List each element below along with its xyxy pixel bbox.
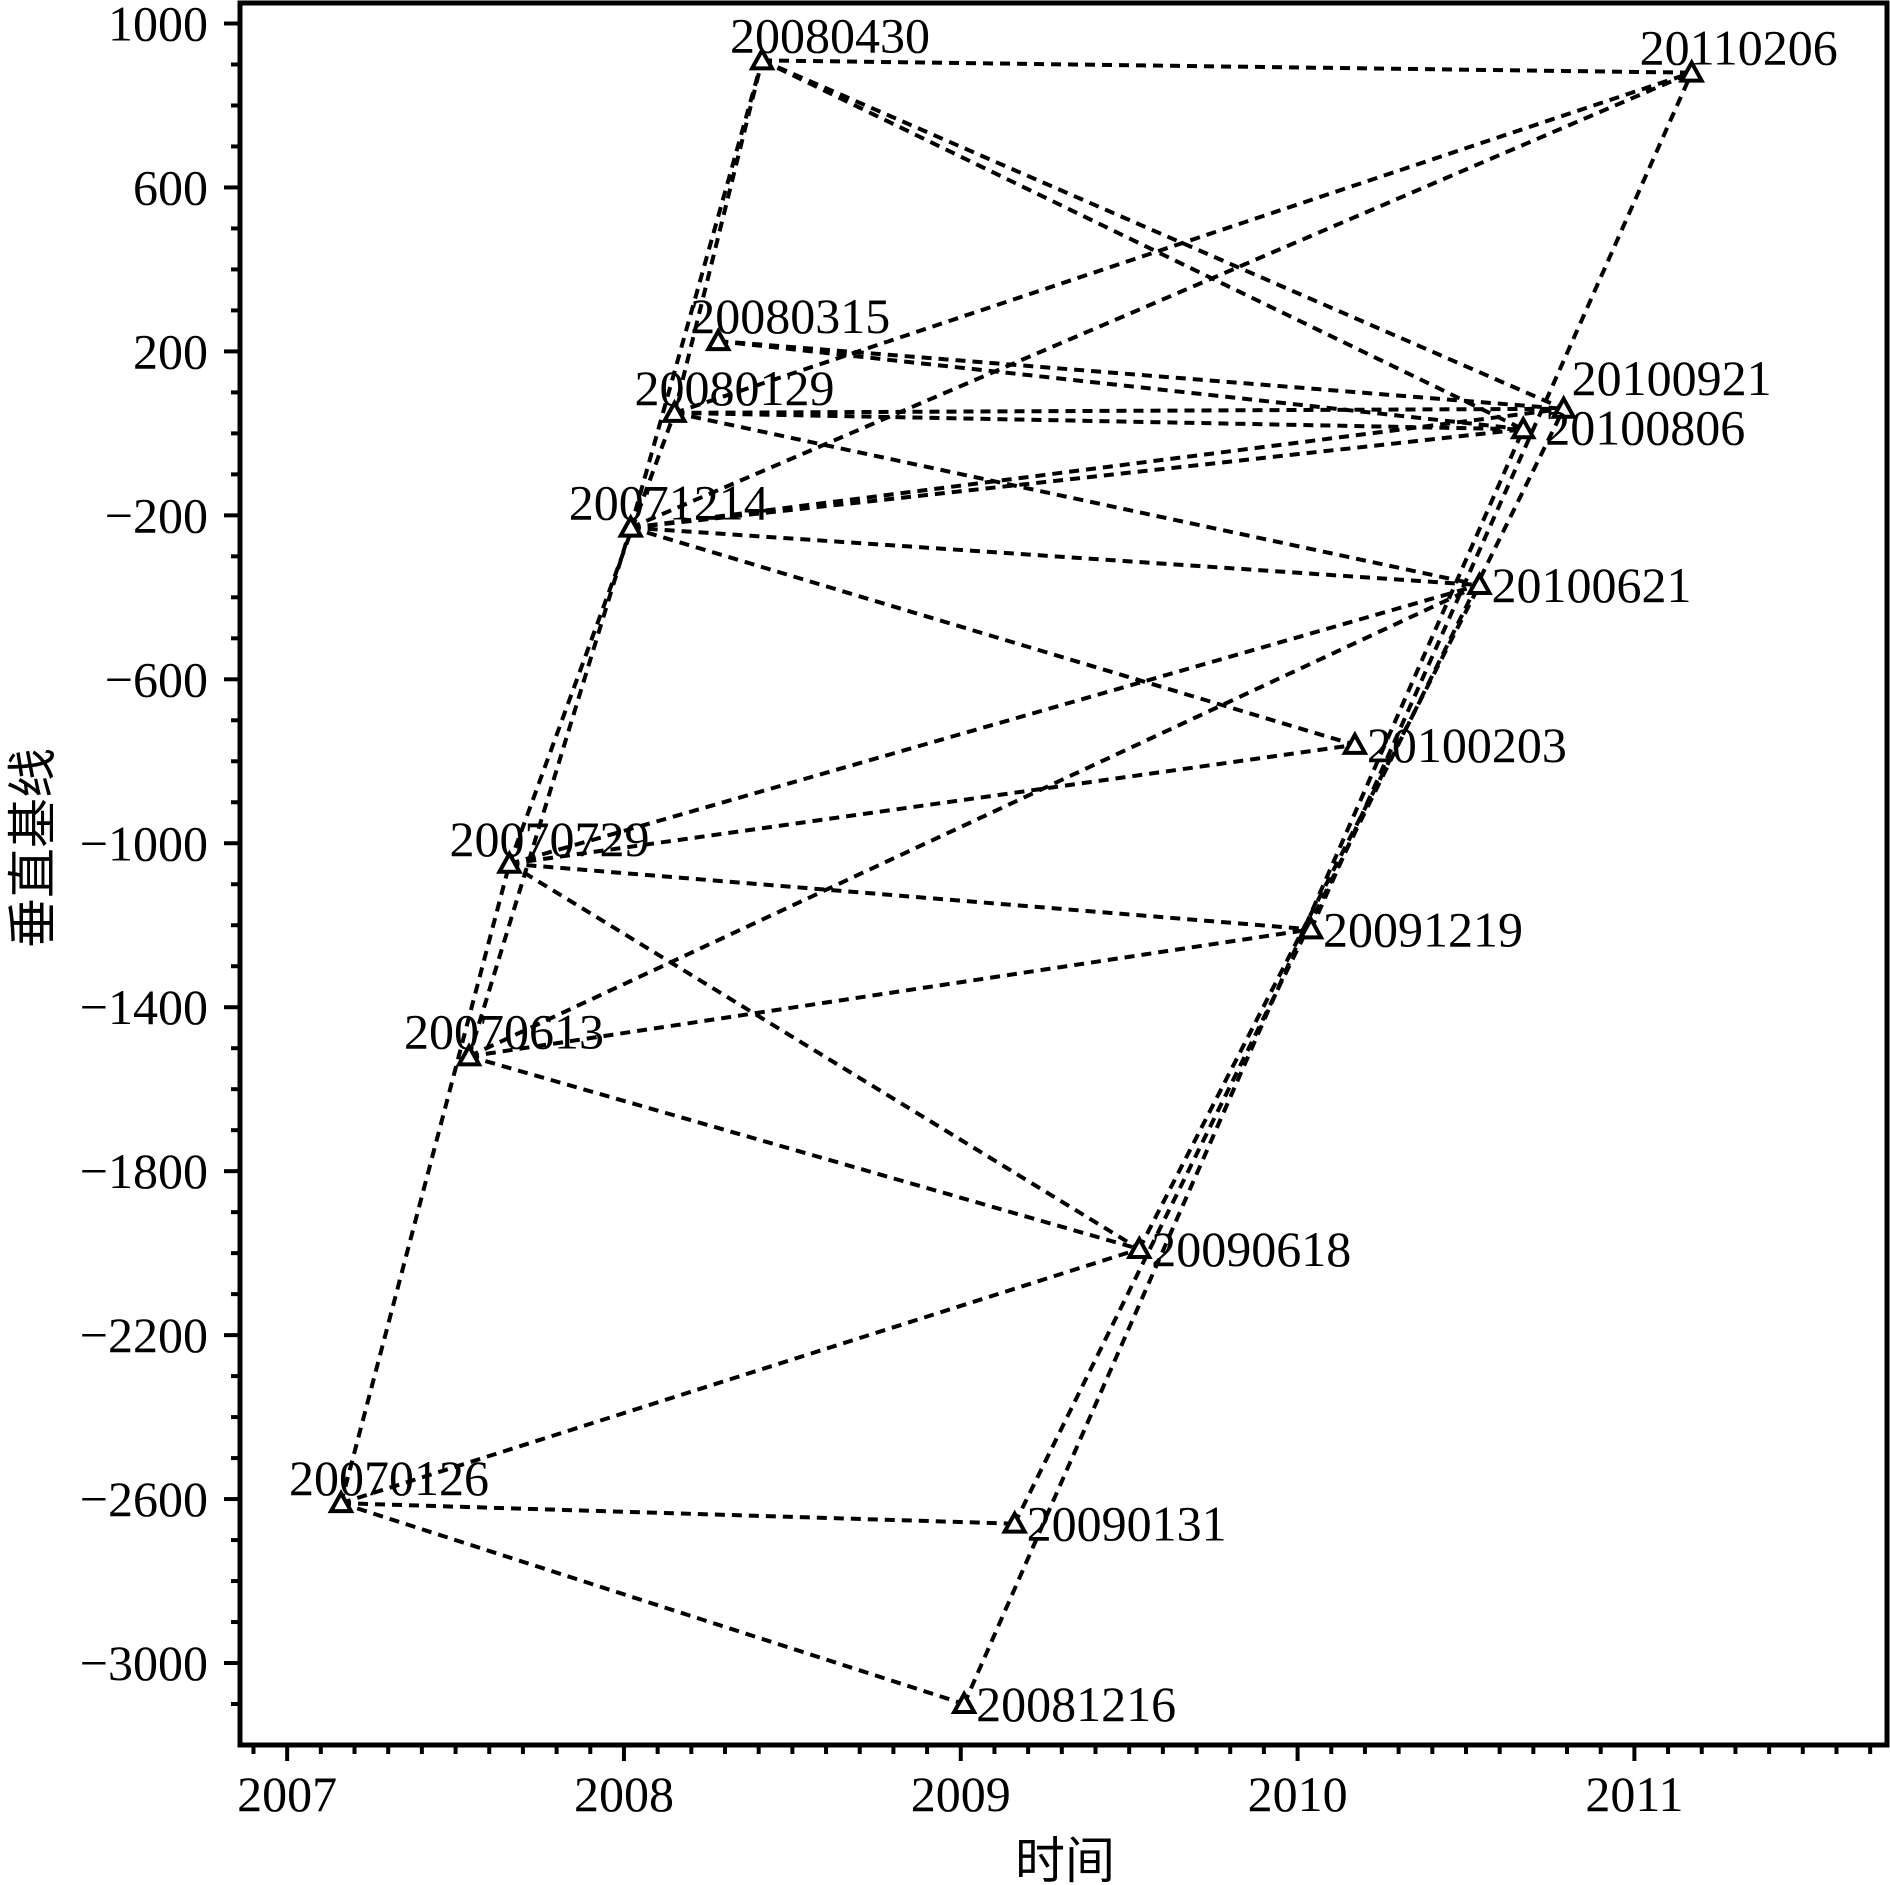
edge-20080315-20100921 (718, 339, 1564, 411)
node-label-20070613: 20070613 (404, 1003, 604, 1059)
y-tick-label: −2200 (80, 1307, 208, 1363)
edge-20070613-20091219 (468, 927, 1312, 1059)
edge-20070729-20080129 (507, 412, 677, 865)
x-tick-label: 2010 (1248, 1766, 1348, 1822)
marker-20100621 (1466, 570, 1493, 596)
y-tick-label: −200 (105, 487, 208, 543)
marker-20100806 (1509, 415, 1537, 440)
edge-20071214-20100621 (630, 525, 1480, 588)
edge-20071214-20100806 (630, 427, 1524, 530)
edge-20090131-20100921 (1012, 407, 1566, 1525)
marker-20071214 (617, 513, 645, 538)
edge-20080129-20100806 (674, 410, 1524, 432)
node-label-20100921: 20100921 (1572, 350, 1772, 406)
y-tick-label: 600 (133, 159, 208, 215)
node-label-20080315: 20080315 (690, 288, 890, 344)
node-label-20100203: 20100203 (1367, 717, 1567, 773)
y-tick-label: −600 (105, 651, 208, 707)
marker-20090618 (1125, 1234, 1153, 1260)
edge-20070729-20090618 (508, 862, 1141, 1251)
node-label-20081216: 20081216 (976, 1676, 1176, 1732)
edge-20071214-20100203 (630, 525, 1356, 747)
marker-20110206 (1678, 58, 1706, 83)
edge-20071214-20080430 (628, 59, 764, 529)
y-tick-label: −1000 (80, 815, 208, 871)
y-tick-label: −3000 (80, 1635, 208, 1691)
node-label-20080430: 20080430 (730, 7, 930, 63)
edge-20080129-20100921 (674, 406, 1564, 415)
node-label-layer: 20070126 20070613 20070729 20071214 20080129… (289, 7, 1838, 1732)
node-label-20070126: 20070126 (289, 1450, 489, 1506)
edge-20080129-20080430 (672, 59, 764, 414)
marker-20080129 (661, 398, 688, 423)
marker-20091219 (1297, 915, 1325, 940)
node-label-20091219: 20091219 (1323, 901, 1523, 957)
edge-20070729-20091219 (509, 861, 1312, 932)
y-tick-label: −2600 (80, 1471, 208, 1527)
y-tick-label: 200 (133, 323, 208, 379)
marker-20070729 (496, 849, 523, 874)
node-label-20090131: 20090131 (1027, 1496, 1227, 1552)
marker-20070126 (327, 1489, 355, 1514)
edge-20080430-20110206 (762, 58, 1692, 75)
node-label-20070729: 20070729 (449, 811, 649, 867)
edge-20070126-20090618 (340, 1247, 1140, 1506)
y-tick-label: 1000 (108, 0, 208, 51)
edge-20070126-20081216 (340, 1501, 965, 1706)
x-tick-label: 2008 (574, 1766, 674, 1822)
edge-20091219-20110206 (1309, 71, 1694, 931)
marker-20080315 (704, 327, 732, 352)
x-axis-title: 时间 (1015, 1833, 1115, 1885)
edge-20071214-20110206 (629, 70, 1693, 530)
node-label-20100621: 20100621 (1491, 557, 1691, 613)
edge-20080430-20100921 (761, 58, 1565, 411)
edge-20070729-20100621 (508, 583, 1481, 866)
edge-20080129-20100621 (674, 410, 1480, 587)
marker-20070613 (455, 1042, 483, 1067)
marker-20100921 (1550, 394, 1578, 419)
marker-layer (327, 46, 1706, 1715)
edge-20080430-20100806 (761, 58, 1525, 432)
y-tick-label: −1400 (80, 979, 208, 1035)
x-tick-label: 2011 (1585, 1766, 1683, 1822)
edge-20070613-20071214 (467, 527, 633, 1057)
edge-20070613-20090618 (468, 1054, 1140, 1251)
node-label-20080129: 20080129 (634, 360, 834, 416)
node-label-20100806: 20100806 (1545, 399, 1745, 455)
edge-20090618-20100621 (1137, 584, 1482, 1250)
x-tick-label: 2007 (237, 1766, 337, 1822)
node-label-20090618: 20090618 (1151, 1221, 1351, 1277)
edge-20070126-20070729 (339, 863, 512, 1504)
edge-layer (339, 58, 1694, 1706)
y-axis-title: 垂直基线 (5, 748, 61, 948)
x-tick-label: 2009 (911, 1766, 1011, 1822)
edge-20081216-20100806 (962, 428, 1526, 1705)
node-label-20110206: 20110206 (1640, 20, 1838, 76)
marker-20100203 (1341, 730, 1369, 755)
edge-20070729-20100203 (509, 742, 1356, 866)
marker-20081216 (950, 1689, 978, 1715)
edge-20070126-20090131 (340, 1501, 1015, 1526)
x-axis: 2007 2008 2009 2010 2011 (237, 1745, 1873, 1822)
y-tick-label: −1800 (80, 1143, 208, 1199)
marker-20090131 (1001, 1509, 1029, 1534)
node-label-20071214: 20071214 (569, 475, 769, 531)
y-axis: 1000 600 200 −200 −600 −1000 −1400 −1800 −2200 −2… (80, 0, 240, 1707)
marker-20080430 (748, 46, 776, 71)
